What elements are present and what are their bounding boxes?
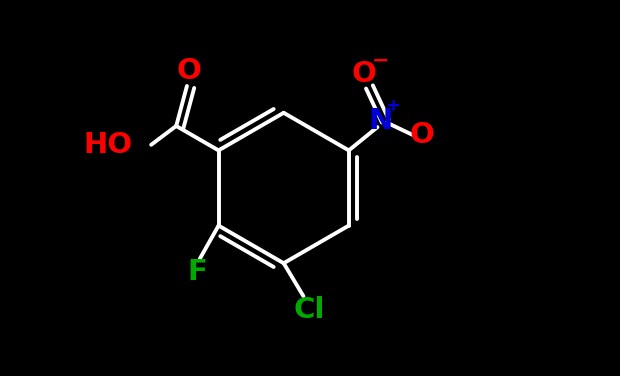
- Text: Cl: Cl: [293, 296, 325, 324]
- Text: O: O: [176, 57, 202, 85]
- Text: N: N: [368, 107, 392, 135]
- Text: O: O: [352, 60, 376, 88]
- Text: −: −: [371, 50, 389, 70]
- Text: O: O: [410, 121, 435, 149]
- Text: +: +: [385, 97, 400, 115]
- Text: HO: HO: [83, 131, 133, 159]
- Text: F: F: [187, 258, 207, 287]
